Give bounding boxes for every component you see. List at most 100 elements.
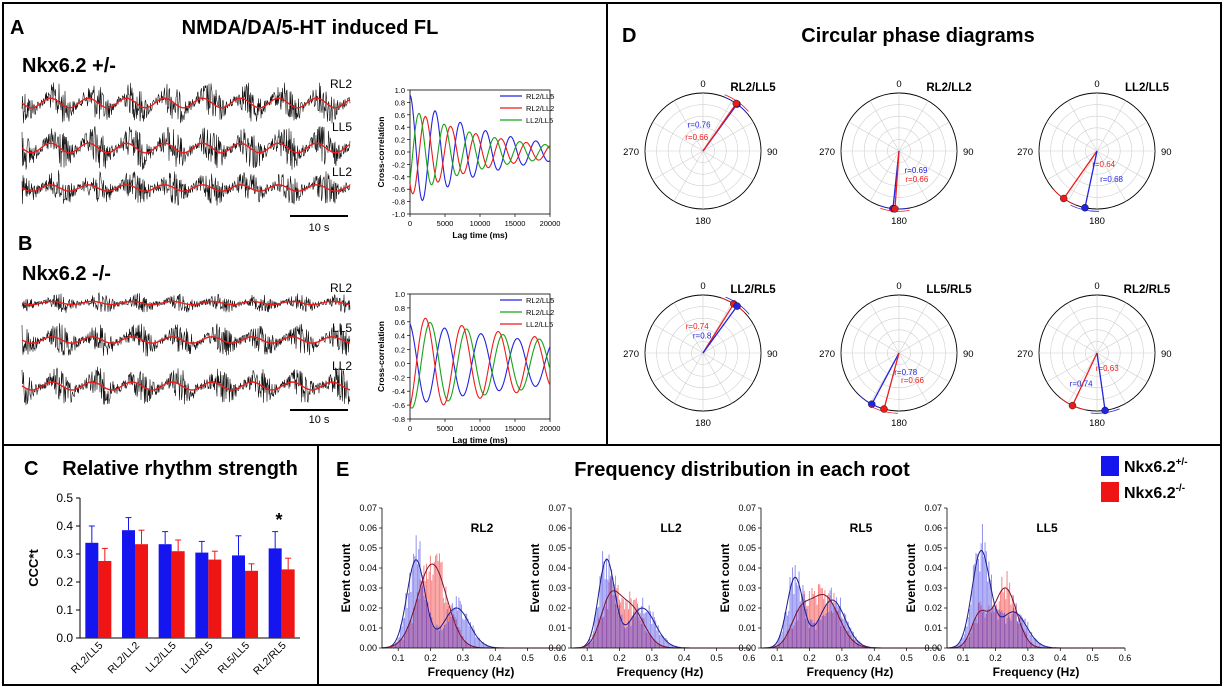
polar-1-spoke — [652, 121, 704, 152]
hist-rl2-het-bar — [437, 626, 439, 648]
polar-6-spoke — [1067, 302, 1098, 354]
trace-label-a-ll5: LL5 — [332, 120, 352, 134]
hist-rl5-xtick-label: 0.6 — [933, 653, 946, 663]
polar-3-title: LL2/LL5 — [1125, 82, 1170, 94]
polar-3-vector — [1084, 150, 1098, 208]
polar-4-spoke — [673, 302, 704, 354]
hist-rl2-het-bar — [446, 609, 448, 648]
hist-ll5-het-bar — [1019, 613, 1021, 648]
hist-rl5-het-bar — [811, 620, 813, 648]
hist-rl2-het-bar — [482, 642, 484, 648]
xcorr-het-ytick-label: -0.2 — [392, 160, 405, 169]
hist-ll2-ytick-label: 0.02 — [548, 603, 566, 613]
hist-rl5-het-bar — [854, 639, 856, 648]
polar-2-angle-0: 0 — [896, 79, 901, 90]
hist-rl2-het-bar — [409, 572, 411, 648]
hist-ll5-het-bar — [1035, 638, 1037, 648]
hist-ll5-het-bar — [975, 552, 977, 648]
hist-rl2-het-bar — [467, 618, 469, 648]
legend-het-swatch — [1101, 456, 1119, 476]
polar-4-spoke — [702, 323, 754, 354]
hist-rl5-het-bar — [802, 584, 804, 648]
hist-ll2-het-bar — [605, 558, 607, 648]
trace-label-b-ll2: LL2 — [332, 359, 352, 373]
hist-rl5-xtick-label: 0.4 — [868, 653, 881, 663]
polar-6-spoke — [1067, 352, 1098, 404]
bar-ko — [208, 559, 222, 638]
xcorr-ko-ytick-label: 0.2 — [395, 346, 405, 355]
polar-5-r-label: r=0.78 — [894, 368, 917, 377]
hist-rl5-het-bar — [779, 635, 781, 648]
xcorr-het-ytick-label: 0.8 — [395, 98, 405, 107]
hist-rl2-het-bar — [445, 623, 447, 648]
hist-rl2-het-bar — [435, 628, 437, 648]
hist-rl5-het-bar — [814, 622, 816, 648]
hist-ll2-het-bar — [629, 622, 631, 648]
hist-rl5-het-bar — [795, 582, 797, 648]
xcorr-het-xtick-label: 15000 — [505, 219, 526, 228]
bar-het — [85, 542, 99, 638]
hist-rl5-ylabel: Event count — [718, 544, 732, 613]
hist-ll2-het-bar — [587, 642, 589, 648]
hist-rl5-het-bar — [783, 621, 785, 648]
hist-rl2-het-bar — [431, 617, 433, 648]
xcorr-het-ytick-label: -0.4 — [392, 173, 405, 182]
xcorr-het-series-line — [409, 115, 551, 195]
polar-6-vector — [1071, 352, 1098, 406]
hist-ll5-ylabel: Event count — [904, 544, 918, 613]
hist-ll5-het-bar — [971, 587, 973, 648]
hist-ll2-het-bar — [602, 551, 604, 648]
hist-rl5-het-bar — [806, 608, 808, 648]
hist-rl2-het-bar — [455, 596, 457, 648]
hist-ll2-het-bar — [634, 616, 636, 648]
hist-rl5-het-bar — [816, 622, 818, 648]
hist-ll5-het-bar — [992, 606, 994, 648]
hist-ll5-ytick-label: 0.07 — [924, 503, 942, 513]
hist-ll5-het-bar — [969, 609, 971, 648]
polar-6-title: RL2/RL5 — [1124, 284, 1171, 296]
xcorr-ko-ytick-label: -0.2 — [392, 373, 405, 382]
raw-traces — [21, 82, 351, 406]
legend-het-sup: +/- — [1176, 457, 1188, 468]
hist-rl5-het-bar — [827, 595, 829, 648]
hist-ll2-het-bar — [604, 579, 606, 648]
hist-ll2-het-bar — [656, 630, 658, 648]
polar-2-spoke — [898, 121, 950, 152]
polar-4-spoke — [652, 352, 704, 383]
xcorr-ko-ytick-label: 0.8 — [395, 304, 405, 313]
xcorr-het-xtick-label: 5000 — [437, 219, 454, 228]
hist-rl5-xtick-label: 0.1 — [771, 653, 784, 663]
hist-ll2-het-bar — [617, 612, 619, 648]
polar-4-r-label: r=0.8 — [693, 331, 712, 340]
xcorr-ko-legend-label: RL2/LL2 — [526, 308, 554, 317]
hist-ll5-het-bar — [970, 604, 972, 648]
hist-ll2-het-bar — [639, 613, 641, 648]
polar-2-angle-270: 270 — [819, 147, 835, 158]
hist-rl2-het-bar — [454, 607, 456, 648]
xcorr-het-ylabel: Cross-correlation — [376, 117, 386, 188]
hist-ll2-het-bar — [638, 607, 640, 648]
hist-ll5-het-bar — [1011, 614, 1013, 648]
hist-rl5-het-bar — [830, 587, 832, 648]
hist-rl5-het-bar — [776, 641, 778, 648]
polar-3-point — [1060, 194, 1068, 203]
xcorr-ko-ytick-label: 0.4 — [395, 332, 405, 341]
bar-category-label: RL2/RL5 — [251, 640, 289, 678]
hist-rl2-xtick-label: 0.6 — [554, 653, 567, 663]
hist-ll2-het-bar — [633, 612, 635, 648]
hist-ll2-het-bar — [627, 621, 629, 648]
hist-ll5-het-bar — [976, 553, 978, 648]
hist-ll5-het-bar — [1032, 638, 1034, 648]
hist-ll2-het-bar — [586, 644, 588, 648]
xcorr-ko-ytick-label: -0.6 — [392, 401, 405, 410]
hist-ll5-het-bar — [1002, 613, 1004, 648]
hist-rl2-ko-bar — [440, 562, 442, 648]
bar-ytick-label: 0.1 — [56, 603, 73, 617]
hist-ll2-het-bar — [621, 614, 623, 648]
polar-3-spoke — [1096, 150, 1127, 202]
hist-rl5-het-bar — [786, 615, 788, 648]
polar-1-angle-180: 180 — [695, 216, 711, 227]
polar-3-spoke — [1046, 121, 1098, 152]
hist-ll2-het-bar — [665, 637, 667, 648]
xcorr-het-xtick-label: 20000 — [540, 219, 561, 228]
